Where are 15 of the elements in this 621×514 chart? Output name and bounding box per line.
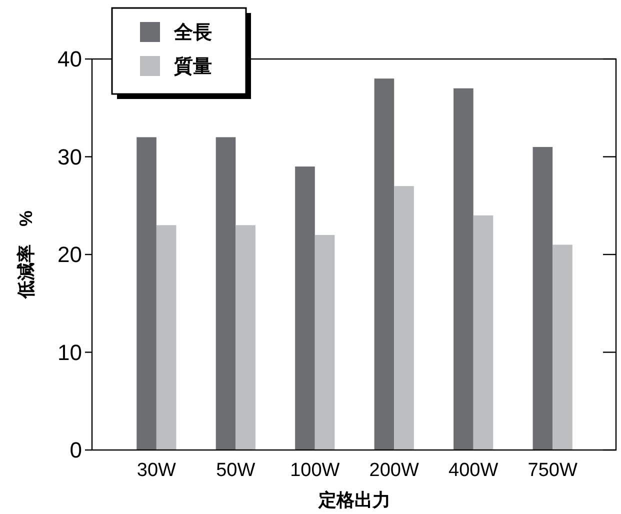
x-tick-label: 750W (528, 460, 578, 481)
x-tick-label: 50W (216, 460, 256, 481)
y-tick-label: 40 (58, 46, 82, 72)
x-tick-label: 30W (136, 460, 176, 481)
legend-label: 質量 (173, 56, 212, 78)
x-tick-label: 100W (290, 460, 340, 481)
y-tick-label: 20 (58, 242, 82, 268)
x-tick-label: 200W (369, 460, 419, 481)
y-axis-title: 低減率 % (16, 210, 36, 300)
x-tick-label: 400W (448, 460, 498, 481)
y-tick-label: 30 (58, 144, 82, 170)
legend-label: 全長 (173, 22, 212, 44)
x-axis-title: 定格出力 (318, 490, 390, 510)
y-tick-label: 10 (58, 340, 82, 365)
y-tick-label: 0 (70, 438, 82, 463)
